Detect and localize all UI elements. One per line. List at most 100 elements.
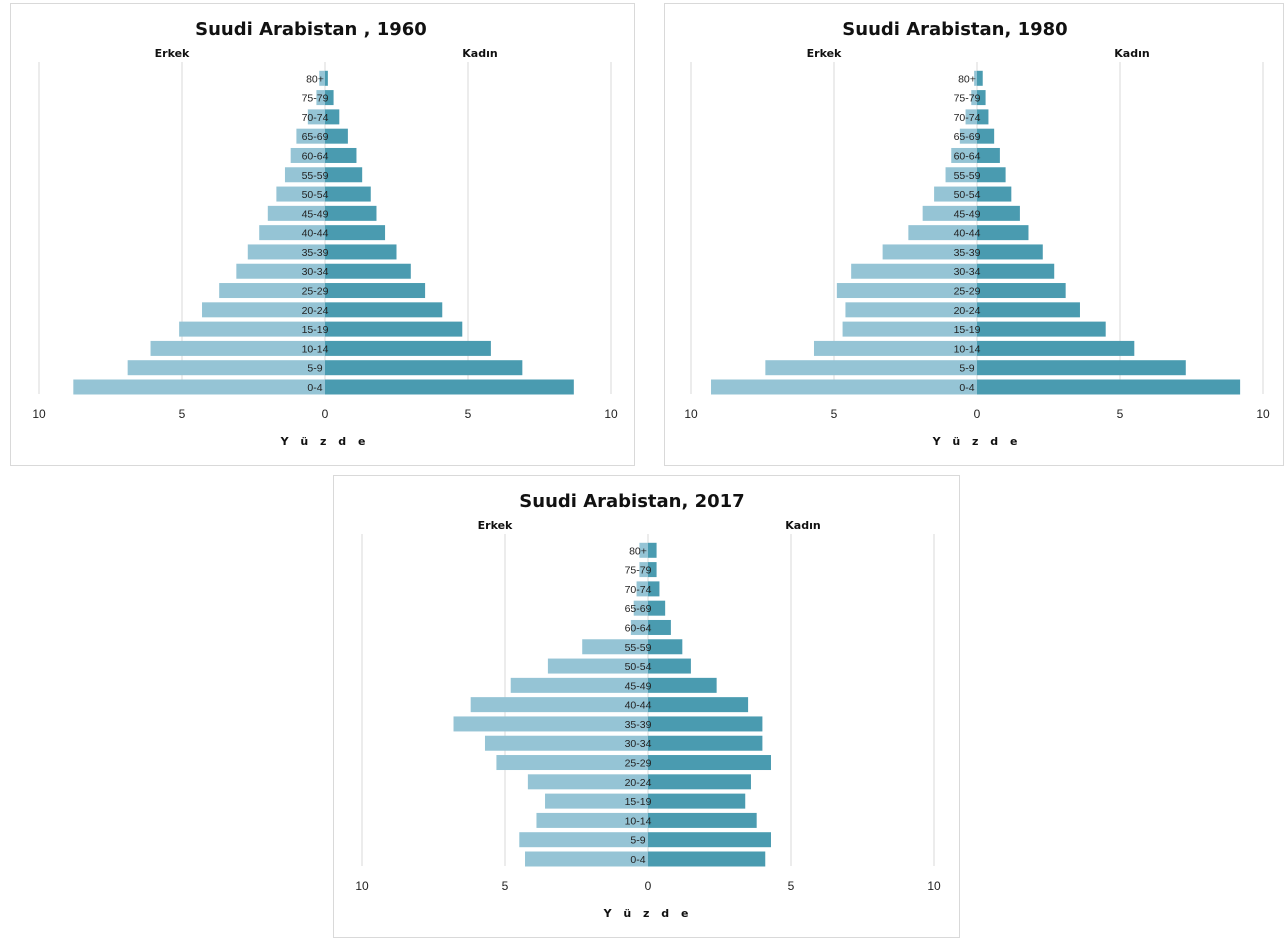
male-side-label: Erkek [155,47,190,60]
bar-female [325,167,363,183]
bar-male [247,244,325,260]
age-group-label: 5-9 [630,835,645,847]
bar-female [325,205,377,221]
bar-female [977,70,983,86]
x-tick-label: 5 [831,407,838,421]
bar-female [977,147,1000,163]
bar-male [202,302,325,318]
age-group-label: 25-29 [302,286,329,298]
age-group-label: 75-79 [302,93,329,105]
age-group-label: 30-34 [625,738,652,750]
bar-male [296,128,325,144]
bar-male [951,147,977,163]
female-side-label: Kadın [1114,47,1149,60]
age-group-label: 50-54 [302,189,329,201]
pyramid-chart-2017: 10 5 0 5 10 Suudi Arabistan, 2017 Erkek Kadın 0-… [333,475,960,938]
bar-female [325,379,574,395]
bar-female [325,340,491,356]
age-group-label: 45-49 [625,680,652,692]
bar-male [813,340,977,356]
bar-female [325,225,386,241]
age-group-label: 40-44 [302,228,329,240]
age-group-label: 65-69 [625,603,652,615]
bar-male [582,639,648,655]
bar-female [977,379,1241,395]
bar-male [945,167,977,183]
age-group-label: 70-74 [954,112,981,124]
bar-male [319,70,325,86]
x-tick-label: 10 [927,879,941,893]
bar-female [325,321,463,337]
bar-male [851,263,977,279]
age-group-label: 35-39 [954,247,981,259]
x-tick-label: 10 [684,407,698,421]
bar-male [510,677,648,693]
bar-female [977,302,1080,318]
bar-male [267,205,325,221]
pyramid-chart-1980: 10 5 0 5 10 Suudi Arabistan, 1980 Erkek Kadın 0-… [664,3,1284,466]
x-tick-label: 0 [645,879,652,893]
x-tick-label: 10 [1256,407,1270,421]
bar-female [648,851,766,867]
male-side-label: Erkek [478,519,513,532]
bar-female [648,542,657,558]
bar-male [547,658,648,674]
age-group-label: 80+ [629,545,647,557]
bar-female [648,639,683,655]
bar-female [325,283,426,299]
bar-male [484,735,648,751]
x-tick-label: 10 [32,407,46,421]
bar-female [977,263,1055,279]
age-group-label: 80+ [306,73,324,85]
age-group-label: 45-49 [954,208,981,220]
bar-male [959,128,977,144]
pyramid-chart-1960: 10 5 0 5 10 Suudi Arabistan , 1960 Erkek Kadın 0… [10,3,635,466]
bar-female [648,735,763,751]
age-group-label: 55-59 [625,642,652,654]
bar-male [842,321,977,337]
age-group-label: 15-19 [625,796,652,808]
bar-male [882,244,977,260]
bar-male [630,619,648,635]
age-group-label: 60-64 [954,150,981,162]
age-group-label: 75-79 [954,93,981,105]
age-group-label: 40-44 [625,700,652,712]
bar-male [527,774,648,790]
age-group-label: 5-9 [959,363,974,375]
female-side-label: Kadın [785,519,820,532]
bar-female [648,793,746,809]
age-group-label: 15-19 [954,324,981,336]
x-tick-label: 0 [974,407,981,421]
bar-female [325,90,334,106]
chart-title: Suudi Arabistan , 1960 [195,19,427,40]
bar-female [977,128,995,144]
age-group-label: 10-14 [954,343,981,355]
male-side-label: Erkek [807,47,842,60]
age-group-label: 5-9 [307,363,322,375]
age-group-label: 20-24 [625,777,652,789]
age-group-label: 25-29 [625,758,652,770]
bar-female [648,619,671,635]
bar-male [971,90,977,106]
bar-male [236,263,325,279]
age-group-label: 40-44 [954,228,981,240]
bar-male [316,90,325,106]
bar-male [545,793,648,809]
bar-female [325,360,523,376]
age-group-label: 50-54 [954,189,981,201]
bar-female [325,244,397,260]
age-group-label: 65-69 [954,131,981,143]
bar-male [276,186,325,202]
bar-male [633,600,648,616]
age-group-label: 10-14 [625,815,652,827]
bar-male [219,283,325,299]
age-group-label: 50-54 [625,661,652,673]
bar-male [150,340,325,356]
bar-male [525,851,648,867]
bar-female [977,244,1043,260]
age-group-label: 20-24 [302,305,329,317]
x-axis-label: Y ü z d e [932,435,1022,448]
bar-female [977,109,989,125]
x-tick-label: 5 [788,879,795,893]
age-group-label: 0-4 [630,854,645,866]
